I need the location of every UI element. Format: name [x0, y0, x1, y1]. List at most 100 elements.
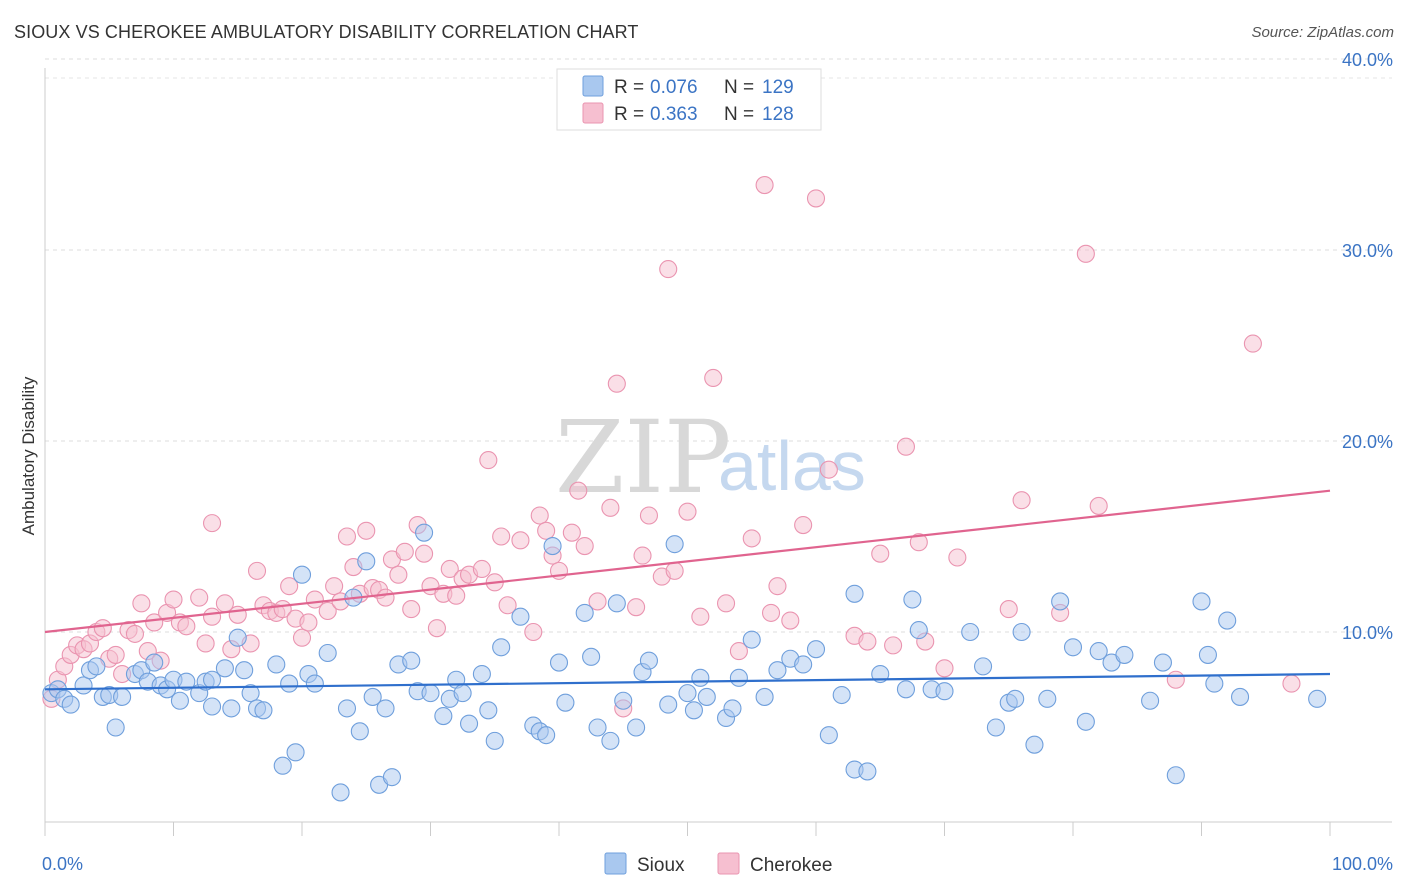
legend-n-label-cherokee: N = [724, 104, 754, 125]
point-sioux-125 [1231, 687, 1250, 706]
point-cherokee-87 [678, 502, 697, 521]
x-tick-labels: 0.0% 100.0% [42, 854, 1393, 874]
point-sioux-52 [421, 684, 440, 703]
point-sioux-10 [113, 687, 132, 706]
point-cherokee-71 [537, 521, 556, 540]
point-sioux-123 [1205, 674, 1224, 693]
bottom-legend-swatch-sioux [604, 852, 627, 875]
point-sioux-88 [755, 687, 774, 706]
point-cherokee-89 [704, 368, 723, 388]
point-sioux-30 [254, 701, 273, 720]
y-tick-label-0: 10.0% [1342, 623, 1393, 643]
point-sioux-85 [723, 699, 742, 718]
trend-line-sioux [44, 672, 1331, 691]
point-sioux-75 [627, 718, 646, 737]
point-sioux-106 [986, 718, 1005, 737]
point-sioux-112 [1051, 592, 1070, 611]
point-sioux-87 [742, 630, 761, 649]
point-sioux-62 [511, 607, 530, 626]
point-sioux-27 [235, 661, 254, 680]
point-sioux-97 [858, 762, 877, 781]
point-cherokee-19 [164, 590, 183, 609]
point-cherokee-63 [472, 559, 491, 579]
point-sioux-70 [582, 647, 601, 666]
watermark-atlas: atlas [718, 427, 866, 505]
point-cherokee-30 [247, 561, 267, 580]
point-cherokee-8 [93, 619, 112, 638]
source-note: Source: ZipAtlas.com [1251, 24, 1394, 41]
point-cherokee-43 [337, 527, 357, 546]
point-cherokee-28 [228, 605, 247, 624]
y-tick-labels: 10.0% 20.0% 30.0% 40.0% [1342, 50, 1393, 643]
point-sioux-65 [537, 726, 556, 745]
point-sioux-114 [1076, 712, 1095, 731]
point-cherokee-78 [601, 498, 620, 517]
point-cherokee-37 [292, 628, 312, 647]
point-cherokee-67 [498, 596, 517, 615]
x-tick-label-0: 0.0% [42, 854, 83, 874]
legend-swatch-sioux [582, 75, 604, 97]
y-tick-label-3: 40.0% [1342, 50, 1393, 70]
point-sioux-73 [607, 594, 626, 613]
point-sioux-122 [1198, 645, 1217, 664]
data-points [42, 176, 1327, 802]
bottom-legend-cherokee: Cherokee [750, 855, 832, 876]
point-cherokee-94 [761, 603, 781, 622]
point-sioux-22 [203, 697, 222, 716]
point-cherokee-49 [376, 588, 395, 607]
point-sioux-3 [61, 695, 80, 714]
point-sioux-43 [357, 552, 376, 571]
point-cherokee-41 [325, 577, 344, 596]
point-cherokee-74 [562, 523, 581, 542]
point-sioux-93 [819, 726, 838, 745]
point-cherokee-90 [716, 594, 736, 613]
legend-box: R = 0.076 N = 129 R = 0.363 N = 128 [556, 68, 822, 131]
point-cherokee-115 [1243, 334, 1262, 353]
point-sioux-110 [1025, 735, 1044, 754]
point-cherokee-79 [607, 374, 626, 393]
point-sioux-59 [479, 701, 498, 720]
point-cherokee-98 [806, 189, 826, 208]
point-cherokee-22 [190, 588, 209, 607]
point-sioux-39 [331, 783, 350, 802]
point-sioux-103 [935, 682, 954, 701]
point-cherokee-99 [819, 460, 838, 479]
point-sioux-56 [453, 684, 472, 703]
point-sioux-117 [1115, 645, 1134, 664]
point-sioux-47 [382, 768, 402, 787]
legend-r-value-cherokee: 0.363 [650, 104, 698, 125]
point-sioux-71 [588, 718, 607, 737]
point-cherokee-82 [633, 546, 652, 565]
point-sioux-119 [1153, 653, 1172, 672]
point-sioux-92 [806, 640, 826, 659]
point-sioux-42 [350, 722, 369, 741]
point-sioux-109 [1012, 622, 1031, 642]
point-sioux-9 [106, 718, 125, 737]
point-sioux-25 [222, 699, 241, 718]
point-cherokee-83 [639, 506, 659, 525]
point-sioux-121 [1192, 592, 1211, 611]
point-cherokee-46 [357, 521, 376, 540]
y-axis-label: Ambulatory Disability [19, 376, 38, 535]
trend-line-cherokee [44, 489, 1331, 634]
point-sioux-38 [318, 643, 337, 663]
point-cherokee-21 [177, 617, 196, 636]
point-sioux-104 [961, 622, 980, 642]
point-sioux-44 [363, 687, 382, 706]
point-sioux-105 [973, 657, 993, 676]
point-sioux-46 [376, 699, 395, 718]
point-sioux-124 [1218, 611, 1237, 630]
point-cherokee-77 [588, 592, 607, 611]
point-sioux-72 [601, 731, 620, 750]
point-cherokee-112 [1076, 244, 1095, 263]
point-sioux-113 [1063, 638, 1083, 657]
bottom-legend: Sioux Cherokee [604, 852, 832, 876]
point-sioux-115 [1089, 642, 1108, 661]
point-cherokee-14 [132, 594, 151, 613]
x-tick-label-1: 100.0% [1332, 854, 1393, 874]
point-cherokee-35 [280, 577, 299, 596]
point-cherokee-101 [858, 632, 877, 651]
point-cherokee-97 [794, 515, 813, 535]
point-sioux-67 [549, 653, 569, 672]
